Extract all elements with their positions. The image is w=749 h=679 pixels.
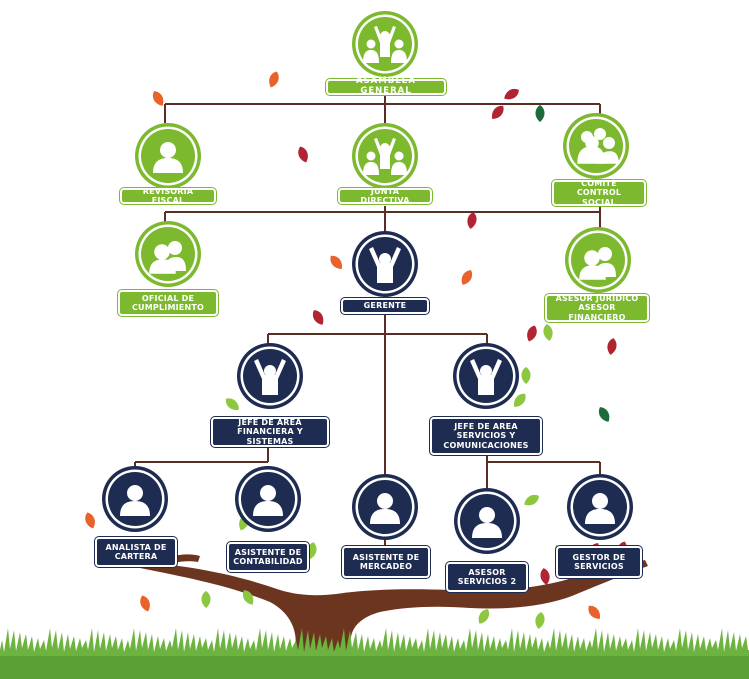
leaf-icon <box>521 367 531 384</box>
person-icon <box>120 485 150 516</box>
grass-ground <box>0 628 749 679</box>
person-icon <box>153 142 183 173</box>
leaf-icon <box>524 494 539 506</box>
node-asist-cont <box>235 466 301 532</box>
leaf-icon <box>269 71 279 88</box>
leaf-icon <box>598 407 610 422</box>
node-jefe-fin <box>237 343 303 409</box>
label-junta: JUNTA DIRECTIVA <box>338 187 432 205</box>
leaf-icon <box>461 270 473 285</box>
pair-icon <box>579 247 616 280</box>
person-icon <box>370 493 400 524</box>
leaf-icon <box>527 325 537 342</box>
label-comite: COMITÉ CONTROL SOCIAL <box>552 179 646 207</box>
leaf-icon <box>543 324 553 341</box>
label-analista: ANALISTA DE CARTERA <box>95 537 177 567</box>
leaf-icon <box>478 609 490 624</box>
leaf-icon <box>535 105 545 122</box>
org-nodes <box>102 11 633 554</box>
leaf-icon <box>513 393 526 407</box>
group-raised-arms-icon <box>363 138 407 175</box>
label-asist-cont: ASISTENTE DE CONTABILIDAD <box>227 542 309 572</box>
leaf-icon <box>467 212 477 229</box>
leaf-icon <box>225 398 239 411</box>
node-asesor-serv <box>454 488 520 554</box>
group-icon <box>577 128 619 164</box>
node-gestor <box>567 474 633 540</box>
leaf-icon <box>535 612 545 629</box>
leaf-icon <box>140 595 150 612</box>
leaf-icon <box>540 568 550 585</box>
leaf-icon <box>588 605 601 619</box>
node-asist-merc <box>352 474 418 540</box>
node-analista <box>102 466 168 532</box>
node-gerente <box>352 231 418 297</box>
leaf-icon <box>307 542 317 559</box>
leaf-icon <box>242 590 254 605</box>
label-gerente: GERENTE <box>341 298 429 314</box>
leaf-icon <box>152 91 164 106</box>
person-icon <box>585 493 615 524</box>
label-oficial: OFICIAL DE CUMPLIMIENTO <box>118 290 218 316</box>
label-jefe-fin: JEFE DE AREA FINANCIERA Y SISTEMAS <box>211 417 329 447</box>
leaf-icon <box>330 255 343 269</box>
tree-trunk <box>140 560 648 660</box>
leaf-icon <box>491 105 504 119</box>
node-comite <box>563 113 629 179</box>
person-raised-arms-icon <box>369 247 401 283</box>
group-raised-arms-icon <box>363 26 407 63</box>
leaf-icon <box>607 338 617 355</box>
pair-icon <box>149 241 186 274</box>
person-icon <box>253 485 283 516</box>
leaf-icon <box>298 146 308 163</box>
node-junta <box>352 123 418 189</box>
node-oficial <box>135 221 201 287</box>
label-asesor-juridico: ASESOR JURÍDICO ASESOR FINANCIERO <box>545 294 649 322</box>
label-gestor: GESTOR DE SERVICIOS <box>556 546 642 578</box>
label-jefe-serv: JEFE DE AREA SERVICIOS Y COMUNICACIONES <box>430 417 542 455</box>
node-asesor-juridico <box>565 227 631 293</box>
node-asamblea <box>352 11 418 77</box>
label-revisoria: REVISORIA FISCAL <box>120 187 216 205</box>
leaf-icon <box>312 310 324 325</box>
label-asesor-serv: ASESOR SERVICIOS 2 <box>446 562 528 592</box>
label-asamblea: ASAMBLEA GENERAL <box>326 76 446 96</box>
person-icon <box>472 507 502 538</box>
person-raised-arms-icon <box>470 359 502 395</box>
grass-base <box>0 656 749 679</box>
person-raised-arms-icon <box>254 359 286 395</box>
node-revisoria <box>135 123 201 189</box>
node-jefe-serv <box>453 343 519 409</box>
leaf-icon <box>201 591 211 608</box>
label-asist-merc: ASISTENTE DE MERCADEO <box>342 546 430 578</box>
leaf-icon <box>85 512 95 529</box>
leaf-icon <box>504 88 519 100</box>
